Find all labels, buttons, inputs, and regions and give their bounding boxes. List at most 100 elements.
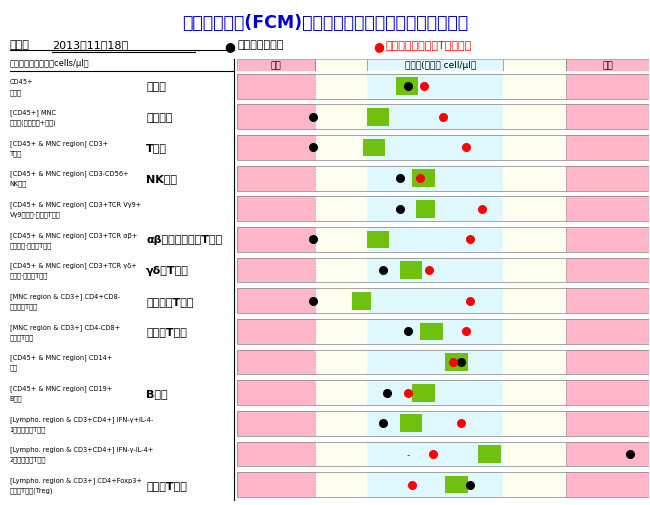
Bar — [367, 319, 502, 344]
Text: [CD45+ & MNC region] CD3-CD56+: [CD45+ & MNC region] CD3-CD56+ — [10, 170, 129, 177]
Bar — [566, 472, 649, 497]
Text: 基準値(細胞数 cell/μl）: 基準値(細胞数 cell/μl） — [406, 61, 476, 70]
Bar — [367, 442, 502, 467]
Bar — [396, 78, 419, 96]
Text: キラーT細胞: キラーT細胞 — [146, 327, 187, 337]
Bar — [566, 289, 649, 314]
Bar — [237, 105, 315, 130]
Bar — [502, 228, 566, 252]
Text: [CD45+ & MNC region] CD19+: [CD45+ & MNC region] CD19+ — [10, 384, 112, 391]
Text: 測定項目／細胞数（cells/μl）: 測定項目／細胞数（cells/μl） — [10, 59, 90, 68]
Bar — [566, 228, 649, 252]
Bar — [315, 472, 367, 497]
Text: [Lympho. region & CD3+CD4+] IFN-γ+IL-4-: [Lympho. region & CD3+CD4+] IFN-γ+IL-4- — [10, 415, 153, 422]
Bar — [367, 109, 389, 126]
Bar — [502, 166, 566, 191]
Text: キラーT細胞: キラーT細胞 — [10, 333, 34, 340]
Bar — [502, 411, 566, 436]
Bar — [237, 350, 315, 375]
Text: T細胞: T細胞 — [10, 150, 22, 157]
Bar — [502, 380, 566, 406]
Bar — [315, 60, 367, 72]
Bar — [315, 350, 367, 375]
Bar — [502, 197, 566, 222]
Bar — [502, 60, 566, 72]
Bar — [502, 258, 566, 283]
Bar — [315, 197, 367, 222]
Bar — [315, 289, 367, 314]
Text: 制御性T細胞: 制御性T細胞 — [146, 480, 187, 490]
Bar — [315, 442, 367, 467]
Bar — [352, 292, 371, 310]
Bar — [412, 170, 435, 187]
Bar — [412, 384, 435, 401]
Bar — [367, 472, 502, 497]
Bar — [237, 319, 315, 344]
Text: 単核球(リンパ球+単球): 単核球(リンパ球+単球) — [10, 119, 57, 126]
Bar — [478, 445, 500, 463]
Bar — [237, 442, 315, 467]
Bar — [367, 380, 502, 406]
Bar — [502, 136, 566, 161]
Bar — [502, 289, 566, 314]
Text: 白血球: 白血球 — [146, 82, 166, 92]
Bar — [367, 228, 502, 252]
Text: [CD45+ & MNC region] CD14+: [CD45+ & MNC region] CD14+ — [10, 354, 112, 361]
Text: 2型ヘルパーT細胞: 2型ヘルパーT細胞 — [10, 456, 46, 463]
Bar — [566, 60, 649, 72]
Bar — [367, 75, 502, 99]
Text: ●: ● — [224, 40, 235, 54]
Bar — [363, 139, 385, 157]
Bar — [367, 166, 502, 191]
Bar — [367, 350, 502, 375]
Text: 単球: 単球 — [10, 364, 18, 371]
Text: [CD45+ & MNC region] CD3+TCR γδ+: [CD45+ & MNC region] CD3+TCR γδ+ — [10, 262, 136, 269]
Bar — [237, 75, 315, 99]
Text: 免疫細胞治療前: 免疫細胞治療前 — [237, 40, 283, 50]
Bar — [237, 258, 315, 283]
Bar — [237, 472, 315, 497]
Text: NK細胞: NK細胞 — [10, 180, 27, 187]
Text: ヘルパーT細胞: ヘルパーT細胞 — [146, 296, 194, 306]
Text: ヘルパーT細胞: ヘルパーT細胞 — [10, 303, 38, 310]
Text: ガンマ·デルタT細胞: ガンマ·デルタT細胞 — [10, 272, 48, 279]
Bar — [367, 60, 502, 72]
Bar — [367, 411, 502, 436]
Text: [CD45+ & MNC region] CD3+: [CD45+ & MNC region] CD3+ — [10, 140, 108, 146]
Bar — [416, 200, 435, 218]
Text: 2013年11月18日: 2013年11月18日 — [52, 40, 128, 50]
Text: 1型ヘルパーT細胞: 1型ヘルパーT細胞 — [10, 425, 46, 432]
Bar — [502, 442, 566, 467]
Bar — [566, 258, 649, 283]
Bar — [315, 380, 367, 406]
Bar — [421, 323, 443, 340]
Text: ●: ● — [374, 40, 385, 54]
Bar — [400, 415, 422, 432]
Text: T細胞: T細胞 — [146, 143, 167, 153]
Bar — [367, 105, 502, 130]
Text: B細胞: B細胞 — [10, 394, 22, 401]
Bar — [315, 75, 367, 99]
Bar — [445, 476, 467, 493]
Bar — [237, 60, 315, 72]
Bar — [315, 228, 367, 252]
Bar — [315, 319, 367, 344]
Bar — [315, 166, 367, 191]
Bar — [502, 75, 566, 99]
Text: [Lympho. region & CD3+CD4+] IFN-γ-IL-4+: [Lympho. region & CD3+CD4+] IFN-γ-IL-4+ — [10, 445, 153, 452]
Text: [MNC region & CD3+] CD4+CD8-: [MNC region & CD3+] CD4+CD8- — [10, 293, 120, 299]
Text: [Lympho. region & CD3+] CD4+Foxp3+: [Lympho. region & CD3+] CD4+Foxp3+ — [10, 476, 142, 483]
Bar — [502, 105, 566, 130]
Bar — [237, 136, 315, 161]
Text: [CD45+ & MNC region] CD3+TCR Vγ9+: [CD45+ & MNC region] CD3+TCR Vγ9+ — [10, 201, 141, 208]
Bar — [400, 262, 422, 279]
Text: γδ型T細胞: γδ型T細胞 — [146, 266, 189, 276]
Text: αβ型（通常の）T細胞: αβ型（通常の）T細胞 — [146, 235, 222, 245]
Bar — [367, 289, 502, 314]
Text: アルファ・ベータT細胞療法: アルファ・ベータT細胞療法 — [385, 40, 472, 50]
Bar — [566, 319, 649, 344]
Text: 制御性T細胞(Treg): 制御性T細胞(Treg) — [10, 486, 53, 493]
Bar — [367, 136, 502, 161]
Bar — [315, 258, 367, 283]
Bar — [566, 166, 649, 191]
